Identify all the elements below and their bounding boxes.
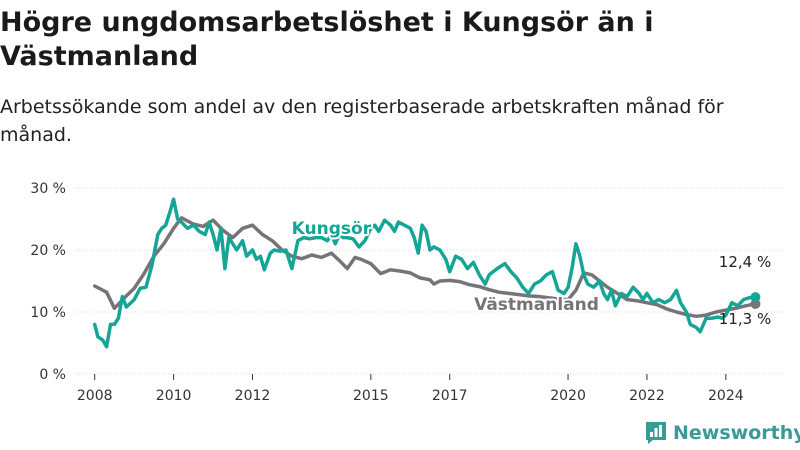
x-tick-label: 2017 bbox=[432, 388, 468, 404]
x-tick-label: 2010 bbox=[156, 388, 192, 404]
series-end-point-kungsor bbox=[750, 292, 761, 303]
series-label-kungsor: Kungsör bbox=[292, 219, 372, 239]
end-label-vastmanland: 11,3 % bbox=[719, 310, 771, 328]
series-label-vastmanland: Västmanland bbox=[474, 295, 599, 315]
chart-subtitle: Arbetssökande som andel av den registerb… bbox=[0, 96, 724, 146]
y-tick-label: 0 % bbox=[39, 367, 66, 383]
series-line-kungsör bbox=[92, 197, 758, 349]
y-tick-label: 20 % bbox=[30, 243, 66, 259]
x-tick-label: 2012 bbox=[235, 388, 271, 404]
y-tick-label: 30 % bbox=[30, 181, 66, 197]
chart-title: Högre ungdomsarbetslöshet i Kungsör än i… bbox=[0, 7, 654, 72]
newsworthy-logo-icon bbox=[646, 422, 666, 444]
newsworthy-logo: Newsworthy bbox=[645, 420, 800, 446]
newsworthy-logo-text: Newsworthy bbox=[673, 422, 800, 444]
x-tick-label: 2015 bbox=[353, 388, 389, 404]
end-label-kungsor: 12,4 % bbox=[719, 253, 771, 271]
x-tick-label: 2022 bbox=[629, 388, 665, 404]
x-tick-label: 2020 bbox=[550, 388, 586, 404]
x-tick-label: 2024 bbox=[708, 388, 744, 404]
y-tick-label: 10 % bbox=[30, 305, 66, 321]
x-tick-label: 2008 bbox=[77, 388, 113, 404]
